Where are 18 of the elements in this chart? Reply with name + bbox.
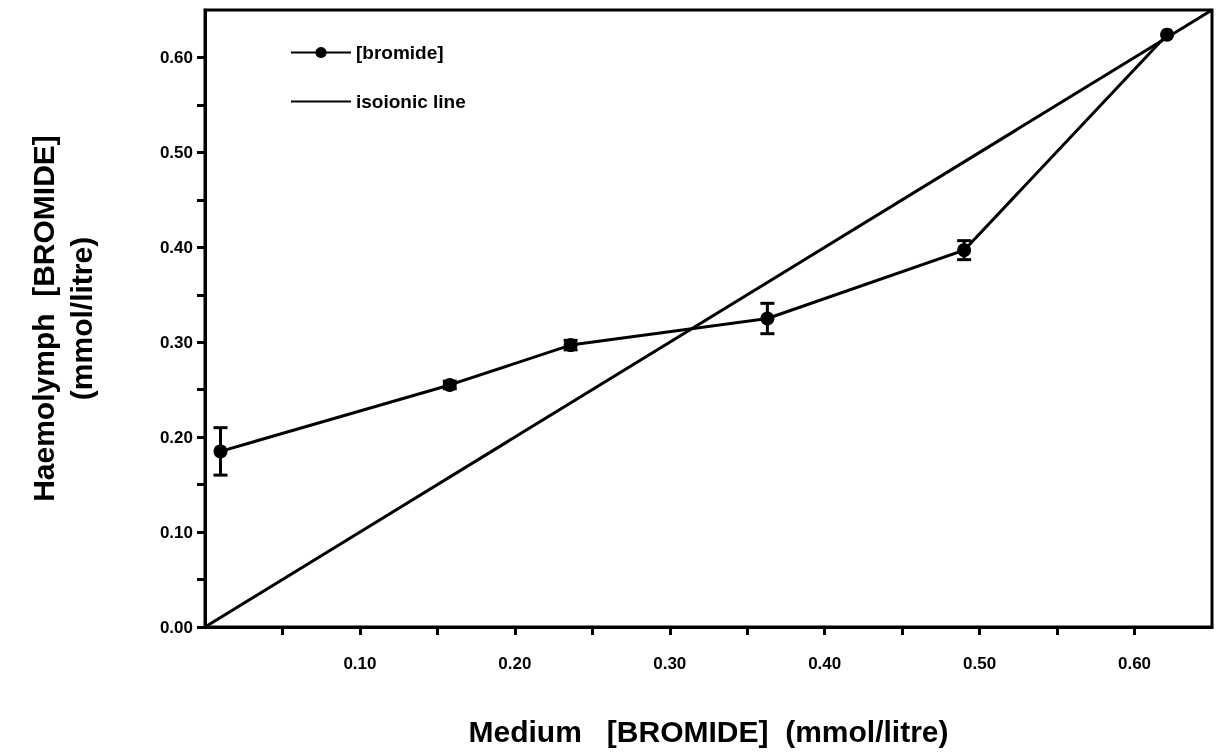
x-tick-label: 0.40 [808,654,842,673]
x-tick-label: 0.20 [498,654,532,673]
x-tick-label: 0.60 [1117,654,1152,673]
y-tick-label: 0.50 [159,142,193,162]
y-axis-title: Haemolymph [BROMIDE] (mmol/litre) [26,135,98,502]
point [1160,27,1175,42]
legend-label: isoionic line [356,91,466,112]
x-tick-label: 0.10 [343,654,377,673]
y-tick-label: 0.20 [159,427,193,447]
x-axis-title: Medium [BROMIDE] (mmol/litre) [468,714,949,748]
y-tick-label: 0.40 [159,237,193,257]
y-tick-label: 0.00 [159,617,193,637]
x-tick-label: 0.30 [653,654,687,673]
x-tick-label: 0.50 [963,654,997,673]
y-tick-label: 0.30 [159,332,193,352]
y-tick-label: 0.10 [159,522,193,542]
y-tick-label: 0.60 [159,47,193,67]
legend-label: [bromide] [356,42,444,63]
